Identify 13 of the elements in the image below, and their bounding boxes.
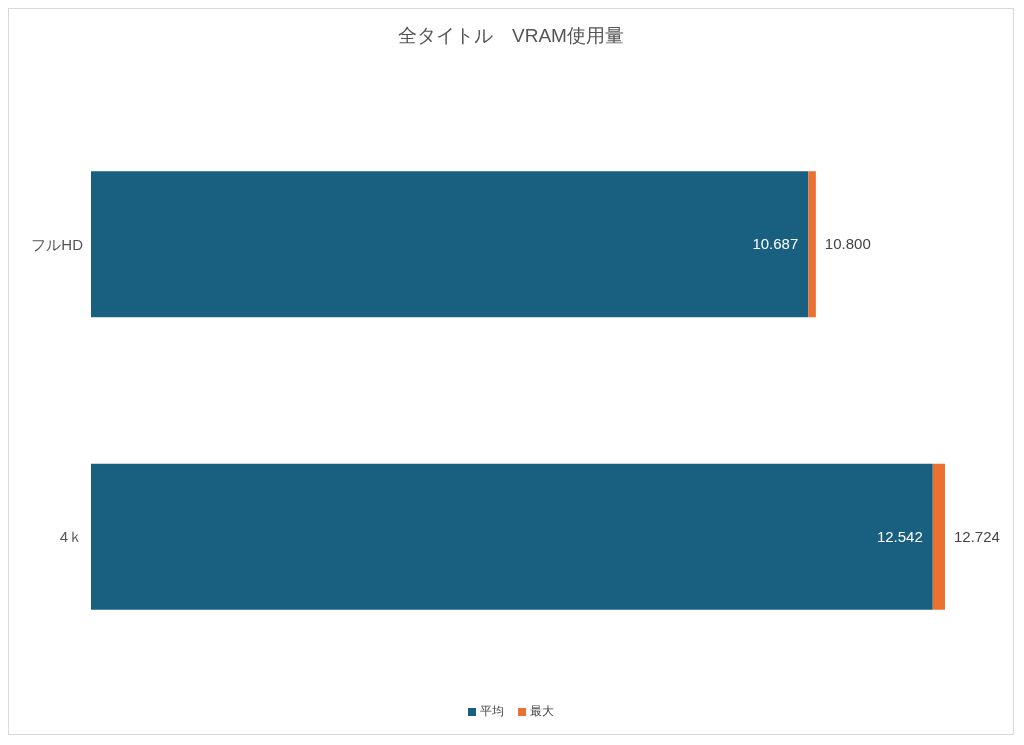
bar [932, 463, 945, 610]
y-tick-label: フルHD [31, 235, 84, 253]
legend-label: 平均 [479, 703, 504, 720]
legend-label: 最大 [529, 703, 554, 720]
bar [91, 463, 933, 610]
y-tick-label: 4ｋ [59, 528, 83, 546]
chart-title: 全タイトル VRAM使用量 [397, 24, 625, 48]
bar [91, 171, 809, 318]
data-label: 12.542 [876, 527, 923, 545]
bar [808, 171, 816, 318]
total-label: 10.800 [824, 235, 871, 253]
total-label: 12.724 [954, 527, 1000, 545]
data-label: 10.687 [752, 235, 799, 253]
